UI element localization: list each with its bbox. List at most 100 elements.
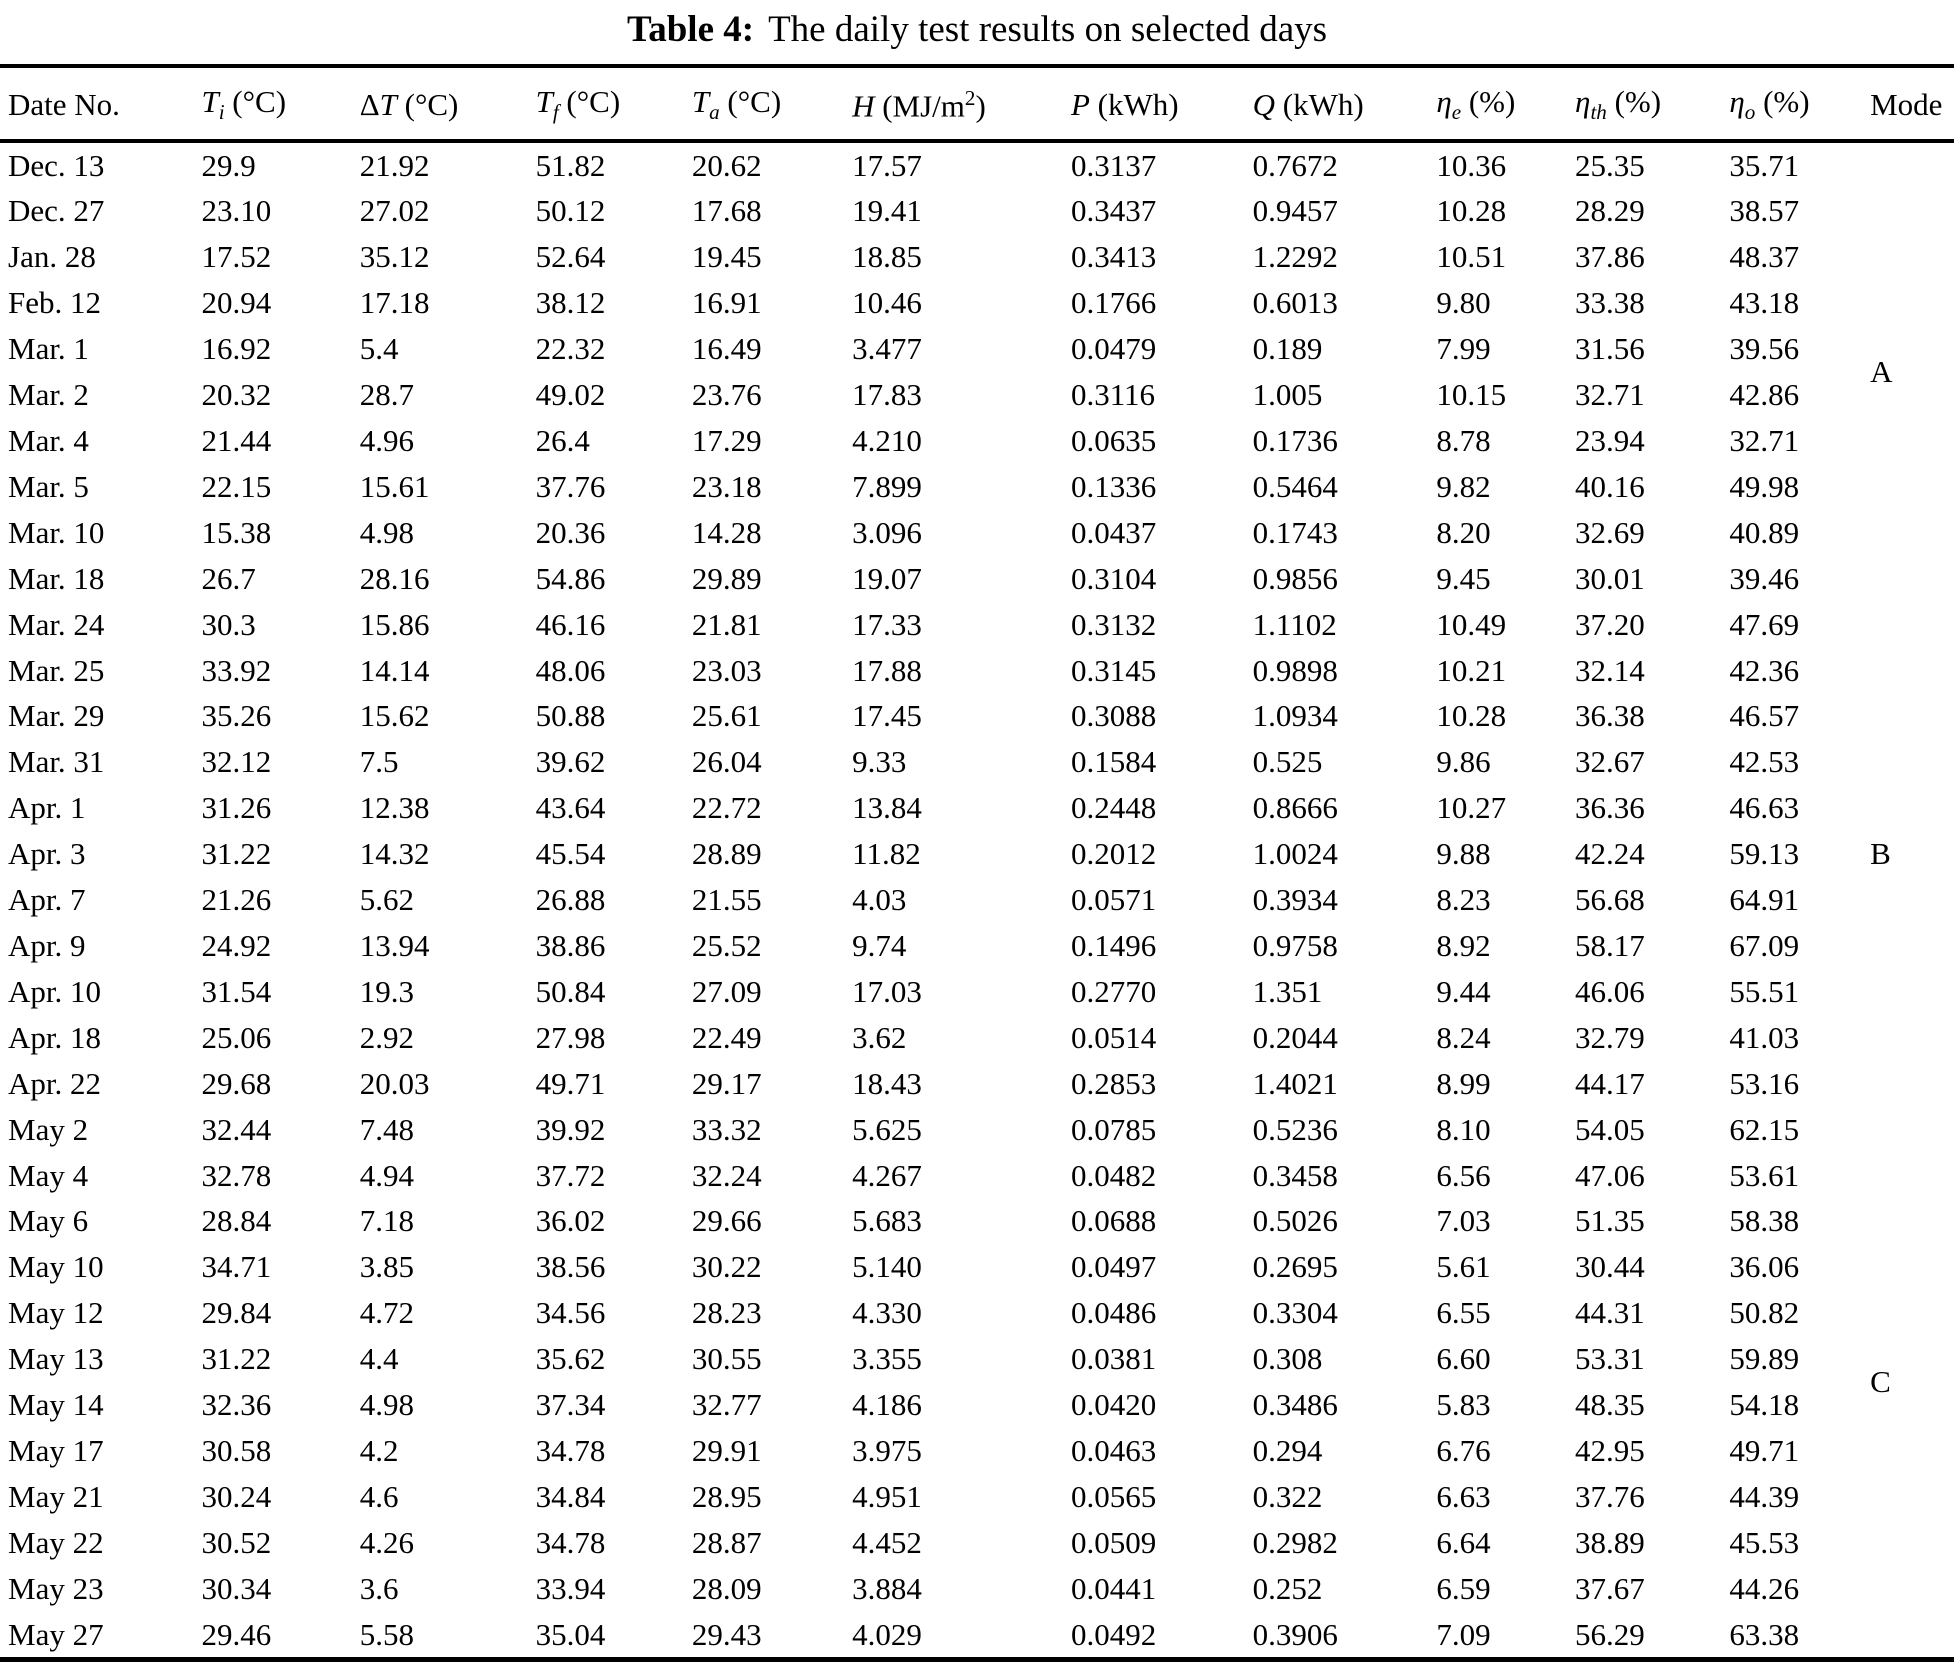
cell-p: 0.0509 xyxy=(1070,1524,1157,1560)
cell-eta_e: 8.92 xyxy=(1436,927,1491,963)
cell-ta: 19.45 xyxy=(691,239,762,275)
cell-ti: 26.7 xyxy=(201,560,256,596)
cell-h: 10.46 xyxy=(852,285,922,321)
cell-p: 0.3104 xyxy=(1070,560,1157,596)
table-row: Feb. 12 20.94 17.18 38.12 16.91 10.46 0.1766 0.… xyxy=(0,280,1954,326)
cell-ti: 32.36 xyxy=(201,1387,272,1423)
cell-eta_th: 56.29 xyxy=(1575,1616,1645,1652)
cell-tf: 37.72 xyxy=(535,1157,606,1193)
cell-dt: 4.94 xyxy=(359,1157,414,1193)
cell-eta_e: 7.09 xyxy=(1436,1616,1491,1652)
header-part: P xyxy=(1070,86,1090,122)
cell-p: 0.3145 xyxy=(1070,652,1157,688)
cell-p: 0.0492 xyxy=(1070,1616,1157,1652)
cell-eta_e: 10.15 xyxy=(1436,377,1507,413)
cell-dt: 19.3 xyxy=(359,973,414,1009)
cell-ta: 26.04 xyxy=(691,744,762,780)
cell-q: 0.7672 xyxy=(1252,147,1338,183)
cell-h: 18.85 xyxy=(852,239,922,275)
cell-date: Feb. 12 xyxy=(8,285,101,321)
header-part: Mode xyxy=(1870,86,1943,122)
cell-eta_o: 38.57 xyxy=(1729,193,1800,229)
cell-eta_e: 10.27 xyxy=(1436,790,1507,826)
cell-dt: 7.18 xyxy=(359,1203,414,1239)
cell-q: 0.252 xyxy=(1252,1570,1323,1606)
cell-eta_e: 8.99 xyxy=(1436,1065,1491,1101)
cell-eta_e: 6.60 xyxy=(1436,1341,1491,1377)
cell-ti: 31.54 xyxy=(201,973,272,1009)
cell-ta: 23.18 xyxy=(691,468,762,504)
cell-tf: 45.54 xyxy=(535,836,606,872)
cell-q: 0.5464 xyxy=(1252,468,1338,504)
cell-eta_th: 48.35 xyxy=(1575,1387,1645,1423)
cell-h: 4.186 xyxy=(852,1387,922,1423)
cell-date: Mar. 29 xyxy=(8,698,105,734)
cell-ti: 22.15 xyxy=(201,468,272,504)
cell-eta_e: 9.80 xyxy=(1436,285,1491,321)
table-row: Jan. 28 17.52 35.12 52.64 19.45 18.85 0.3413 1.… xyxy=(0,234,1954,280)
cell-date: Apr. 22 xyxy=(8,1065,101,1101)
table-row: Mar. 5 22.15 15.61 37.76 23.18 7.899 0.1336 0.5… xyxy=(0,464,1954,510)
cell-h: 18.43 xyxy=(852,1065,922,1101)
cell-q: 0.2982 xyxy=(1252,1524,1338,1560)
cell-dt: 35.12 xyxy=(359,239,430,275)
cell-ta: 17.68 xyxy=(691,193,762,229)
column-header-eta_o: ηo (%) xyxy=(1721,66,1863,143)
cell-ti: 31.22 xyxy=(201,836,272,872)
cell-p: 0.3088 xyxy=(1070,698,1157,734)
cell-dt: 13.94 xyxy=(359,927,430,963)
cell-ta: 28.87 xyxy=(691,1524,762,1560)
cell-q: 0.1743 xyxy=(1252,514,1338,550)
cell-p: 0.0441 xyxy=(1070,1570,1157,1606)
cell-ta: 16.49 xyxy=(691,331,762,367)
cell-h: 3.096 xyxy=(852,514,922,550)
cell-ti: 32.44 xyxy=(201,1111,272,1147)
cell-q: 0.5236 xyxy=(1252,1111,1338,1147)
cell-tf: 26.4 xyxy=(535,423,590,459)
table-row: Apr. 1 31.26 12.38 43.64 22.72 13.84 0.2448 0.8… xyxy=(0,785,1954,831)
cell-date: Apr. 9 xyxy=(8,927,86,963)
cell-ta: 23.03 xyxy=(691,652,762,688)
cell-tf: 39.62 xyxy=(535,744,606,780)
cell-eta_e: 8.10 xyxy=(1436,1111,1491,1147)
cell-q: 0.9856 xyxy=(1252,560,1338,596)
cell-p: 0.0497 xyxy=(1070,1249,1157,1285)
cell-eta_o: 32.71 xyxy=(1729,423,1800,459)
cell-eta_o: 45.53 xyxy=(1729,1524,1800,1560)
cell-tf: 34.78 xyxy=(535,1432,606,1468)
cell-ti: 29.46 xyxy=(201,1616,272,1652)
header-part: (MJ/m xyxy=(874,88,965,124)
table-row: Dec. 27 23.10 27.02 50.12 17.68 19.41 0.3437 0.… xyxy=(0,188,1954,234)
table-row: Mar. 1 16.92 5.4 22.32 16.49 3.477 0.0479 0.189… xyxy=(0,326,1954,372)
table-row: May 27 29.46 5.58 35.04 29.43 4.029 0.0492 0.39… xyxy=(0,1612,1954,1661)
cell-ta: 21.55 xyxy=(691,882,762,918)
table-row: Mar. 29 35.26 15.62 50.88 25.61 17.45 0.3088 1.… xyxy=(0,693,1954,739)
cell-eta_o: 54.18 xyxy=(1729,1387,1800,1423)
cell-ta: 29.89 xyxy=(691,560,762,596)
cell-eta_e: 5.61 xyxy=(1436,1249,1491,1285)
cell-q: 0.525 xyxy=(1252,744,1323,780)
cell-p: 0.1496 xyxy=(1070,927,1157,963)
cell-eta_o: 44.26 xyxy=(1729,1570,1800,1606)
cell-ti: 25.06 xyxy=(201,1019,272,1055)
table-row: Dec. 13 29.9 21.92 51.82 20.62 17.57 0.3137 0.7… xyxy=(0,141,1954,390)
cell-ti: 21.26 xyxy=(201,882,272,918)
cell-eta_th: 47.06 xyxy=(1575,1157,1645,1193)
cell-dt: 4.4 xyxy=(359,1341,399,1377)
cell-eta_e: 6.63 xyxy=(1436,1478,1491,1514)
cell-eta_e: 10.51 xyxy=(1436,239,1507,275)
cell-dt: 3.85 xyxy=(359,1249,414,1285)
cell-q: 0.5026 xyxy=(1252,1203,1338,1239)
cell-h: 17.45 xyxy=(852,698,922,734)
table-row: May 10 34.71 3.85 38.56 30.22 5.140 0.0497 0.26… xyxy=(0,1244,1954,1290)
header-part: o xyxy=(1744,100,1756,125)
cell-h: 17.83 xyxy=(852,377,922,413)
cell-eta_e: 7.99 xyxy=(1436,331,1491,367)
header-part: T xyxy=(535,84,553,120)
cell-eta_th: 58.17 xyxy=(1575,927,1645,963)
cell-ti: 16.92 xyxy=(201,331,272,367)
cell-tf: 46.16 xyxy=(535,606,606,642)
mode-cell: B xyxy=(1870,836,1891,872)
cell-tf: 33.94 xyxy=(535,1570,606,1606)
cell-date: Dec. 13 xyxy=(8,147,105,183)
